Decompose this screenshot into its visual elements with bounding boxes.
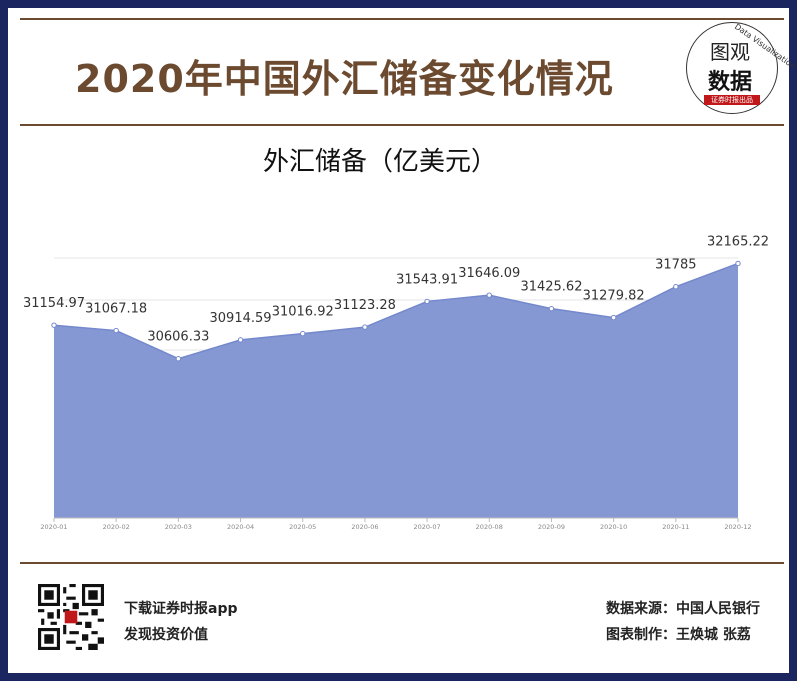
data-label: 31016.92 <box>272 305 334 320</box>
data-source-text: 数据来源：中国人民银行 <box>606 601 760 617</box>
data-label: 31646.09 <box>458 266 520 281</box>
x-tick-label: 2020-10 <box>600 523 627 531</box>
app-slogan-text: 发现投资价值 <box>124 627 208 643</box>
data-point <box>237 337 244 343</box>
data-point <box>51 322 57 328</box>
chart-title: 外汇储备（亿美元） <box>263 147 497 177</box>
x-tick-label: 2020-11 <box>662 523 689 531</box>
data-point <box>424 298 430 305</box>
x-tick-label: 2020-09 <box>538 523 565 531</box>
data-point <box>735 260 741 267</box>
data-label: 30606.33 <box>147 330 209 345</box>
data-point <box>610 314 617 321</box>
data-label: 31279.82 <box>583 289 645 304</box>
area-fill <box>54 263 738 518</box>
chart-credit-text: 图表制作：王焕城 张荔 <box>606 627 751 643</box>
brand-logo: 图观 数据 证券时报出品 Data Visualization <box>686 22 797 114</box>
x-tick-label: 2020-06 <box>351 523 378 531</box>
data-label: 31154.97 <box>23 296 85 311</box>
footer-rule <box>20 562 784 564</box>
data-point <box>673 283 679 290</box>
x-tick-label: 2020-08 <box>476 523 503 531</box>
data-label: 32165.22 <box>707 234 769 249</box>
logo-tag: 证券时报出品 <box>704 95 760 105</box>
data-label: 31425.62 <box>520 280 582 295</box>
qr-code-icon <box>38 584 104 650</box>
data-point <box>486 292 492 298</box>
logo-line1: 图观 <box>710 40 750 64</box>
data-point <box>113 327 119 334</box>
x-tick-label: 2020-07 <box>414 523 441 531</box>
x-tick-label: 2020-01 <box>40 523 67 531</box>
top-rule <box>20 18 784 20</box>
data-point <box>300 330 306 337</box>
data-label: 31123.28 <box>334 298 396 313</box>
data-label: 31543.91 <box>396 272 458 287</box>
data-label: 31785 <box>655 258 696 273</box>
data-label: 31067.18 <box>85 302 147 317</box>
area-chart: 外汇储备（亿美元） 31154.97 2020-01 31067.18 2020-02 3… <box>23 147 769 531</box>
x-tick-label: 2020-12 <box>724 523 751 531</box>
app-download-text: 下载证券时报app <box>124 601 238 617</box>
title-rule <box>20 124 784 126</box>
series-line <box>53 262 739 360</box>
x-tick-label: 2020-05 <box>289 523 316 531</box>
data-label: 30914.59 <box>210 311 272 326</box>
logo-line2: 数据 <box>707 70 752 95</box>
data-point <box>548 305 555 312</box>
x-tick-label: 2020-04 <box>227 523 254 531</box>
page-title: 2020年中国外汇储备变化情况 <box>75 57 614 101</box>
data-point <box>362 324 368 330</box>
x-tick-label: 2020-02 <box>103 523 130 531</box>
data-point <box>175 356 182 362</box>
x-tick-label: 2020-03 <box>165 523 192 531</box>
